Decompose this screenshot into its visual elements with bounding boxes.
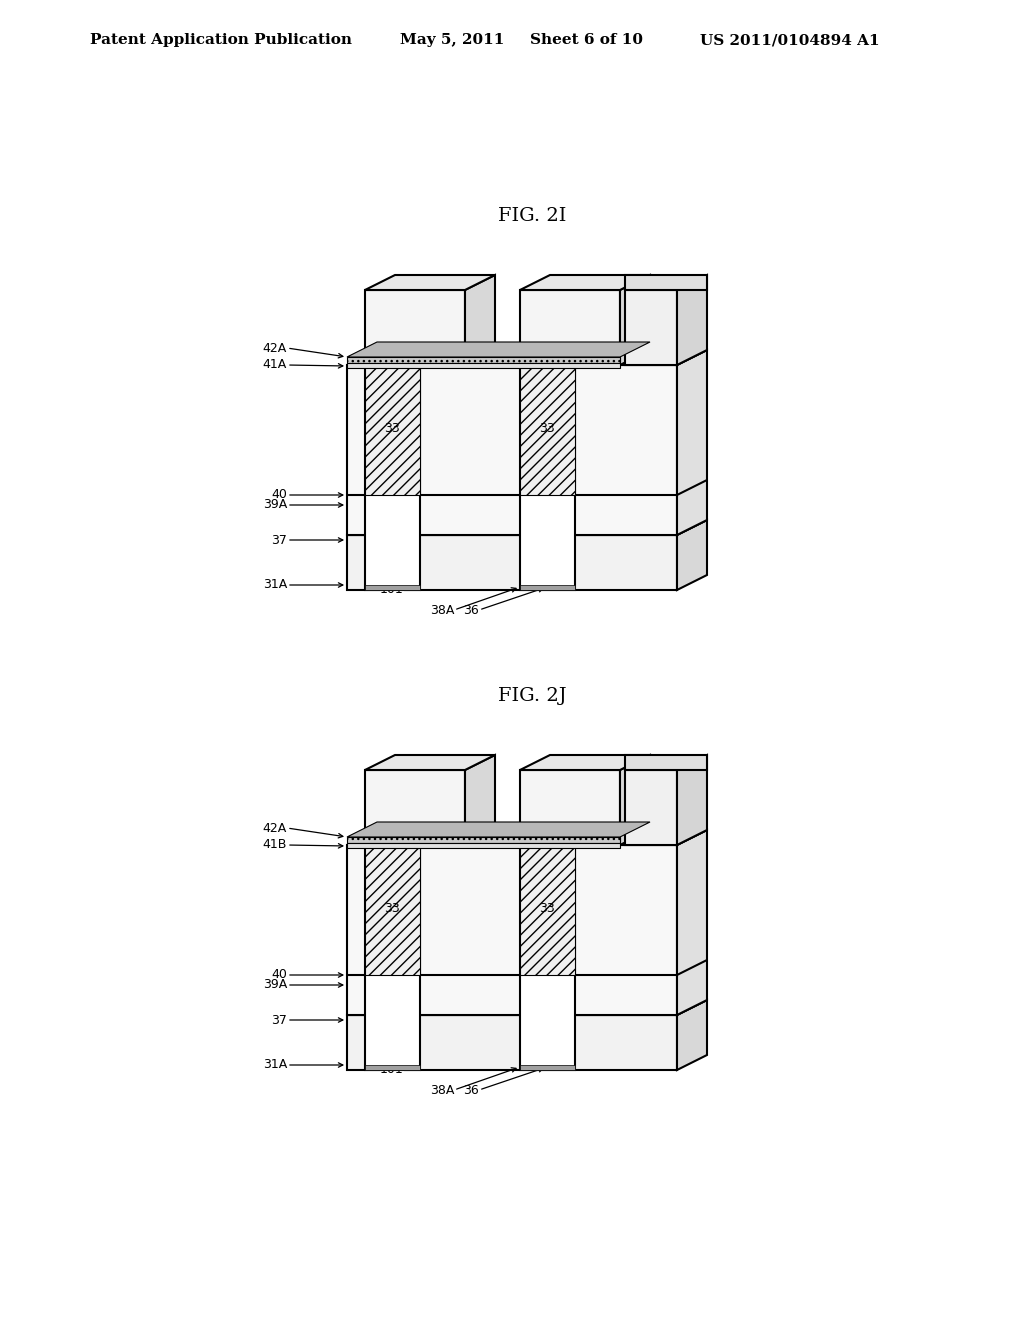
Polygon shape [625,755,707,770]
Polygon shape [365,843,420,975]
Polygon shape [677,520,707,590]
Text: Patent Application Publication: Patent Application Publication [90,33,352,48]
Text: 40: 40 [271,488,287,502]
Text: 101: 101 [380,1063,403,1076]
Polygon shape [677,830,707,1015]
Polygon shape [625,275,707,290]
Polygon shape [347,350,707,366]
Polygon shape [365,755,495,770]
Polygon shape [520,366,575,590]
Text: 101: 101 [380,583,403,597]
Text: 39A: 39A [263,978,287,991]
Text: 42A: 42A [263,821,287,834]
Polygon shape [677,350,707,535]
Polygon shape [365,845,420,1071]
Polygon shape [365,366,420,590]
Polygon shape [347,535,677,590]
Polygon shape [347,1015,677,1071]
Polygon shape [677,275,707,366]
Polygon shape [347,837,620,843]
Polygon shape [620,755,650,845]
Polygon shape [365,290,465,366]
Polygon shape [347,830,707,845]
Text: 33: 33 [384,903,400,916]
Text: 37: 37 [271,533,287,546]
Text: 39A: 39A [263,499,287,511]
Text: 31A: 31A [263,1059,287,1072]
Polygon shape [677,755,707,845]
Text: US 2011/0104894 A1: US 2011/0104894 A1 [700,33,880,48]
Text: 33: 33 [539,422,555,436]
Polygon shape [365,363,420,495]
Text: 33: 33 [539,903,555,916]
Text: 33: 33 [384,422,400,436]
Polygon shape [347,363,620,368]
Text: 36: 36 [463,1084,479,1097]
Polygon shape [365,585,420,590]
Polygon shape [520,585,575,590]
Polygon shape [520,1065,575,1071]
Polygon shape [625,770,677,845]
Polygon shape [365,770,465,845]
Polygon shape [347,822,650,837]
Polygon shape [347,845,677,1015]
Text: 41A: 41A [263,359,287,371]
Text: FIG. 2J: FIG. 2J [498,686,566,705]
Text: 38A: 38A [430,603,454,616]
Polygon shape [520,363,575,495]
Text: 32: 32 [379,568,395,579]
Polygon shape [677,1001,707,1071]
Text: May 5, 2011: May 5, 2011 [400,33,505,48]
Text: 36: 36 [463,603,479,616]
Polygon shape [625,290,677,366]
Polygon shape [347,366,677,535]
Polygon shape [465,755,495,845]
Polygon shape [347,356,620,363]
Text: 37: 37 [271,1014,287,1027]
Text: Sheet 6 of 10: Sheet 6 of 10 [530,33,643,48]
Polygon shape [520,770,620,845]
Text: 40: 40 [271,969,287,982]
Polygon shape [620,275,650,366]
Text: 38A: 38A [430,1084,454,1097]
Polygon shape [347,520,707,535]
Polygon shape [520,275,650,290]
Polygon shape [347,1001,707,1015]
Text: 41B: 41B [262,838,287,851]
Text: 31A: 31A [263,578,287,591]
Polygon shape [365,275,495,290]
Polygon shape [520,755,650,770]
Text: FIG. 2I: FIG. 2I [498,207,566,224]
Polygon shape [347,843,620,847]
Polygon shape [520,290,620,366]
Polygon shape [520,845,575,1071]
Polygon shape [365,1065,420,1071]
Text: 32: 32 [379,1047,395,1060]
Polygon shape [465,275,495,366]
Text: 42A: 42A [263,342,287,355]
Polygon shape [347,342,650,356]
Polygon shape [520,843,575,975]
